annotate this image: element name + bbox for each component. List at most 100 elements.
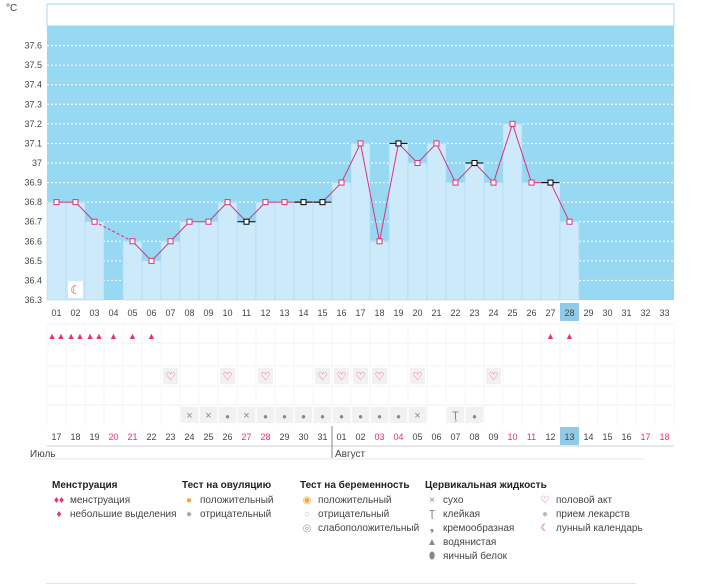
plot-header [46,3,675,27]
calendar-date-label: 14 [583,432,593,442]
blood-drop-icon: ▲ [147,331,156,341]
cycle-day-label: 12 [260,308,270,318]
fluid-cell [409,407,426,423]
legend-item: ○ отрицательный [300,508,419,522]
current-day-highlight [560,303,579,321]
calendar-date-label: 17 [640,432,650,442]
calendar-date-label: 27 [241,432,251,442]
cross-icon: × [429,495,435,506]
heart-icon: ♡ [223,371,233,383]
temperature-point [395,140,402,147]
fluid-cell [181,407,198,423]
fluid-cell [447,407,464,423]
legend-label: отрицательный [318,509,390,520]
calendar-date-label: 18 [659,432,669,442]
temperature-bar [350,143,371,301]
temperature-line [550,182,570,222]
calendar-date-label: 09 [488,432,498,442]
heart-cell [163,368,178,384]
drop-icon: ● [282,412,287,421]
cycle-day-label: 13 [279,308,289,318]
cycle-day-label: 28 [564,308,574,318]
temperature-point [167,238,174,245]
calendar-date-label: 12 [545,432,555,442]
temperature-bar [464,162,485,301]
calendar-date-label: 16 [621,432,631,442]
calendar-date-label: 17 [51,432,61,442]
fluid-cell [466,407,483,423]
legend-item: ⬮ яичный белок [425,550,547,564]
cycle-day-label: 33 [659,308,669,318]
cycle-day-label: 19 [393,308,403,318]
temperature-point [319,199,326,206]
drop-icon: ▲ [427,537,437,548]
temperature-bar [198,221,219,301]
temperature-bar [293,201,314,301]
drop-icon: ● [396,412,401,421]
temperature-bar [274,201,295,301]
legend-title-pregnancy: Тест на беременность [300,480,410,491]
temperature-line [417,143,437,164]
cross-icon: × [414,410,420,422]
legend-item: ♦ небольшие выделения [52,508,177,522]
legend-label: положительный [318,495,392,506]
temperature-line [493,123,513,183]
calendar-date-label: 04 [393,432,403,442]
legend: Менструация ♦♦ менструация ♦ небольшие выд… [0,480,712,580]
blood-drop-icon: ▲ [546,331,555,341]
fluid-cell [257,407,274,423]
temperature-point [490,179,497,186]
heart-icon: ♡ [413,371,423,383]
y-tick-label: 36.5 [24,256,42,266]
temperature-bar [331,182,352,301]
heart-cell [353,368,368,384]
temperature-bar [388,143,409,301]
fluid-cell [219,407,236,423]
fluid-cell [200,407,217,423]
temperature-point [91,218,98,225]
legend-label: менструация [70,495,131,506]
legend-item: ● прием лекарств [538,508,643,522]
temperature-point [566,218,573,225]
drop-icon: ● [301,412,306,421]
temperature-bar [426,143,447,301]
drop-icon: ● [358,412,363,421]
legend-title-cervical: Цервикальная жидкость [425,480,547,491]
temperature-bar [255,201,276,301]
temperature-bar [84,221,105,301]
creamy-icon: ❟ [430,523,434,534]
legend-title-menstruation: Менструация [52,480,118,491]
calendar-date-label: 01 [336,432,346,442]
negative-test-icon: ○ [303,509,311,520]
cycle-day-label: 27 [545,308,555,318]
cycle-day-label: 29 [583,308,593,318]
today-highlight [560,427,579,445]
temperature-line [341,143,361,183]
legend-label: прием лекарств [556,509,630,520]
month-label: Июль [30,449,56,460]
temperature-line [75,201,95,223]
y-tick-label: 37.5 [24,60,42,70]
blood-drop-icon: ▲ [109,331,118,341]
heart-cell [258,368,273,384]
legend-label: небольшие выделения [70,509,177,520]
temperature-bar [236,221,257,301]
calendar-date-label: 06 [431,432,441,442]
temperature-line [170,221,190,242]
legend-item: ● отрицательный [182,508,273,522]
legend-other: ♡ половой акт ● прием лекарств ☾ лунный кал… [538,494,643,536]
temperature-bar [559,221,580,301]
calendar-date-label: 21 [127,432,137,442]
cycle-day-label: 06 [146,308,156,318]
legend-item: ❟ кремообразная [425,522,547,536]
legend-item: ♦♦ менструация [52,494,177,508]
temperature-bar [369,241,390,301]
y-tick-label: 37.4 [24,80,42,90]
y-tick-label: 36.3 [24,295,42,305]
calendar-date-label: 30 [298,432,308,442]
legend-ovulation-test: Тест на овуляцию ● положительный ● отрицат… [182,480,273,522]
heart-icon: ♡ [261,371,271,383]
negative-test-icon: ● [185,509,193,520]
